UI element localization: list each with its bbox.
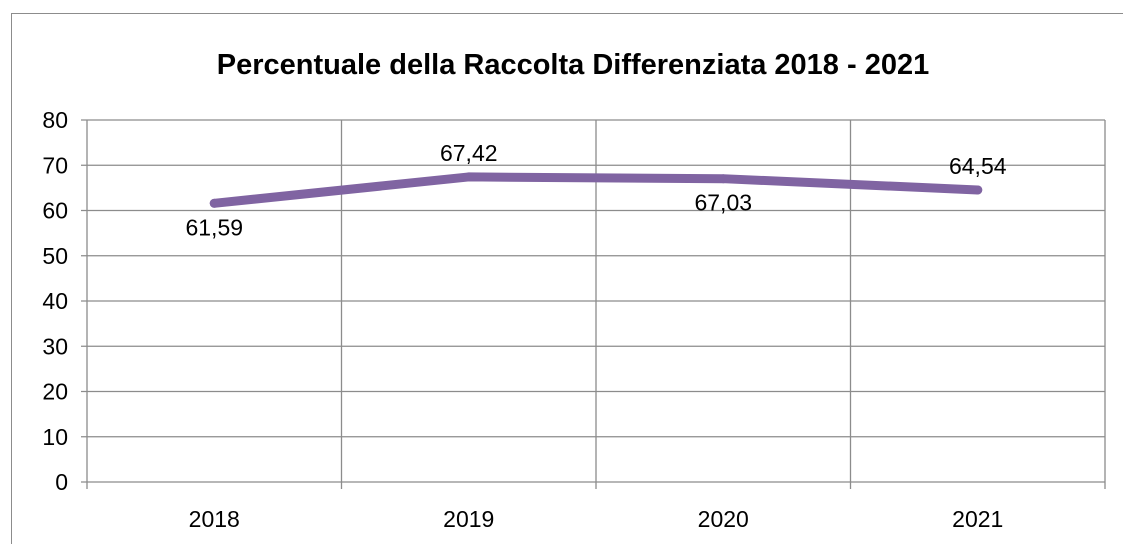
data-point	[973, 185, 983, 195]
chart-frame	[11, 13, 1123, 544]
y-tick-label: 10	[42, 424, 68, 450]
data-label: 61,59	[185, 214, 243, 240]
y-tick-label: 20	[42, 379, 68, 405]
x-tick-label: 2021	[952, 506, 1003, 532]
y-tick-label: 80	[42, 107, 68, 133]
grid	[81, 119, 1106, 489]
series-line	[209, 172, 983, 208]
y-tick-label: 60	[42, 198, 68, 224]
y-tick-label: 30	[42, 333, 68, 359]
x-tick-label: 2019	[443, 506, 494, 532]
data-point	[209, 198, 219, 208]
axes: 0 10 20 30 40 50 60 70 80 2018 2019 2020 2021	[42, 107, 1003, 532]
y-tick-label: 40	[42, 288, 68, 314]
data-label: 67,03	[694, 190, 752, 216]
y-tick-label: 50	[42, 243, 68, 269]
data-label: 67,42	[440, 140, 498, 166]
data-label: 64,54	[949, 153, 1007, 179]
y-tick-label: 70	[42, 152, 68, 178]
chart-title: Percentuale della Raccolta Differenziata…	[217, 49, 929, 81]
data-point	[464, 172, 474, 182]
data-point	[718, 174, 728, 184]
data-labels: 61,59 67,42 67,03 64,54	[185, 140, 1006, 240]
x-tick-label: 2020	[698, 506, 749, 532]
x-tick-label: 2018	[189, 506, 240, 532]
y-tick-label: 0	[55, 469, 68, 495]
series	[209, 172, 983, 208]
